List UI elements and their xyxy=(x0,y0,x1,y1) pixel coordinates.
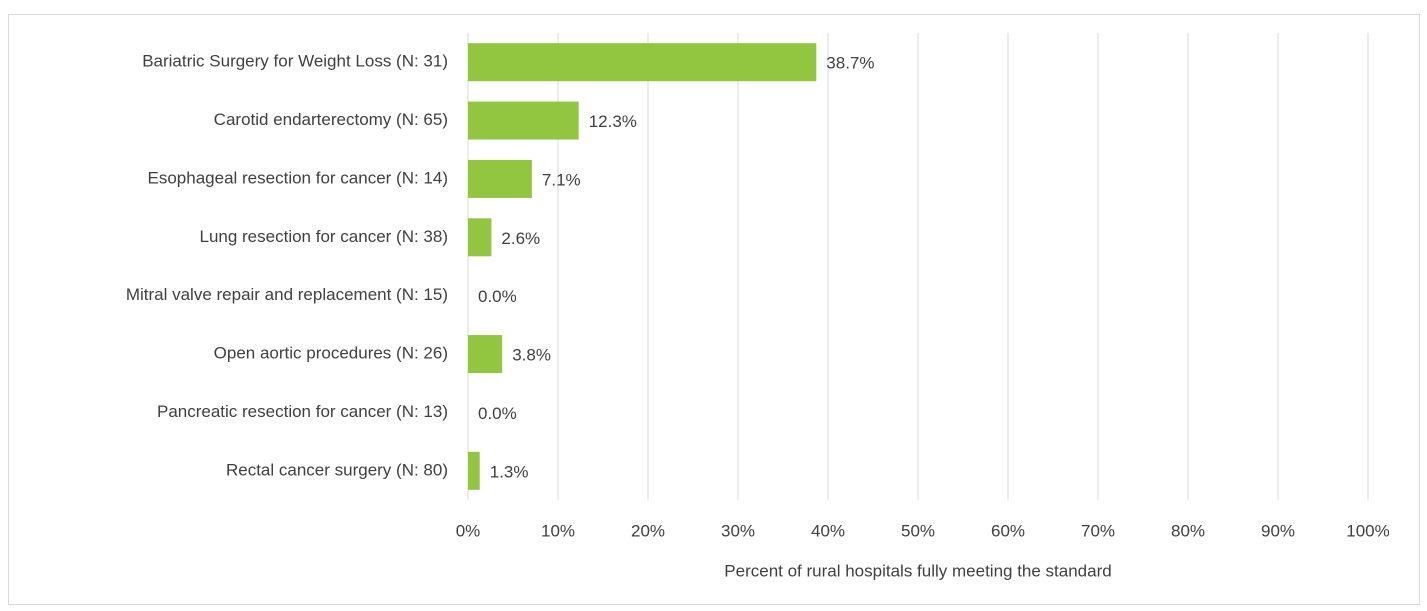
bar xyxy=(468,101,579,140)
y-tick-label: Bariatric Surgery for Weight Loss (N: 31… xyxy=(142,52,448,71)
x-tick-label: 80% xyxy=(1171,521,1205,540)
y-tick-label: Rectal cancer surgery (N: 80) xyxy=(226,460,448,479)
data-label: 0.0% xyxy=(478,404,517,423)
data-label: 12.3% xyxy=(589,112,637,131)
chart-border xyxy=(8,14,1420,605)
bar xyxy=(468,451,480,490)
y-tick-label: Pancreatic resection for cancer (N: 13) xyxy=(157,402,448,421)
x-tick-label: 70% xyxy=(1081,521,1115,540)
x-tick-label: 50% xyxy=(901,521,935,540)
data-label: 2.6% xyxy=(501,229,540,248)
data-label: 7.1% xyxy=(542,170,581,189)
data-label: 0.0% xyxy=(478,287,517,306)
data-label: 3.8% xyxy=(512,346,551,365)
x-tick-label: 30% xyxy=(721,521,755,540)
data-label: 1.3% xyxy=(490,462,529,481)
x-tick-label: 100% xyxy=(1346,521,1389,540)
x-tick-label: 60% xyxy=(991,521,1025,540)
x-tick-label: 0% xyxy=(456,521,481,540)
x-tick-label: 20% xyxy=(631,521,665,540)
bar xyxy=(468,335,503,374)
y-tick-label: Mitral valve repair and replacement (N: … xyxy=(126,285,448,304)
x-axis-label: Percent of rural hospitals fully meeting… xyxy=(724,561,1111,580)
y-tick-label: Open aortic procedures (N: 26) xyxy=(214,344,448,363)
bar xyxy=(468,159,532,198)
y-tick-label: Lung resection for cancer (N: 38) xyxy=(199,227,448,246)
y-tick-label: Esophageal resection for cancer (N: 14) xyxy=(148,168,449,187)
data-label: 38.7% xyxy=(826,54,874,73)
y-tick-label: Carotid endarterectomy (N: 65) xyxy=(214,110,448,129)
x-tick-label: 90% xyxy=(1261,521,1295,540)
bar xyxy=(468,43,817,82)
x-tick-label: 40% xyxy=(811,521,845,540)
bar xyxy=(468,218,492,257)
x-tick-label: 10% xyxy=(541,521,575,540)
